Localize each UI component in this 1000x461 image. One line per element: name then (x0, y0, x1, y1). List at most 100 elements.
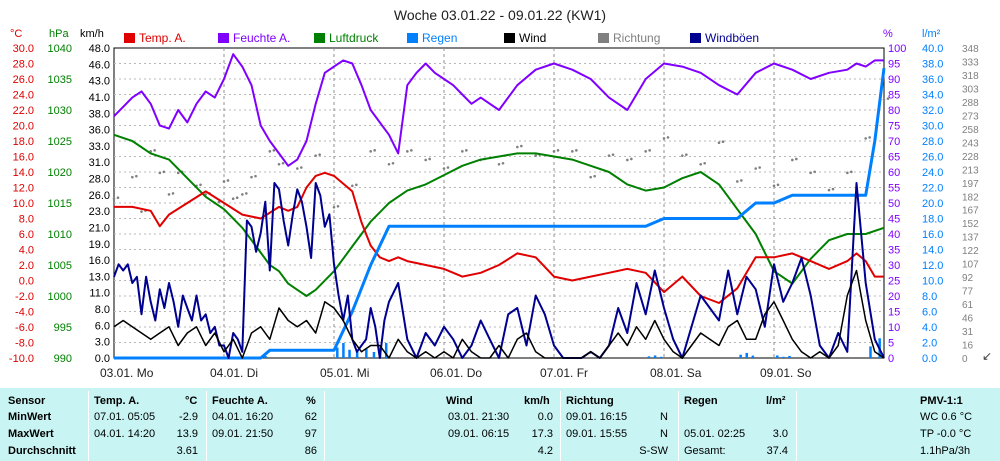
direction-point (461, 150, 464, 153)
y-tick-label-direction: 197 (962, 179, 979, 190)
max-rain-value: 3.0 (772, 428, 788, 440)
y-tick-label-direction: 107 (962, 260, 979, 271)
table-divider (324, 391, 325, 461)
legend-label: Luftdruck (329, 31, 379, 45)
legend-label: Richtung (613, 31, 660, 45)
direction-point (809, 171, 812, 175)
y-tick-label-rain: 16.0 (922, 229, 943, 241)
y-tick-label-rain: 18.0 (922, 214, 943, 226)
rain-bar (348, 349, 351, 358)
x-axis-ticks: 03.01. Mo 04.01. Di 05.01. Mi 06.01. Do 07.0… (100, 366, 812, 380)
direction-point (131, 175, 134, 179)
y-tick-label-wind: 13.0 (89, 271, 110, 283)
direction-point (699, 162, 702, 166)
direction-point (296, 167, 299, 170)
direction-point (158, 171, 162, 175)
direction-point (607, 154, 611, 157)
wind-direction-icon: ↙ (982, 349, 992, 363)
legend-label: Feuchte A. (233, 31, 290, 45)
y-tick-label-pressure: 990 (54, 353, 72, 365)
legend-swatch (218, 33, 229, 43)
direction-point (864, 137, 867, 140)
direction-point (217, 200, 221, 204)
y-tick-label-humidity: 85 (888, 90, 900, 102)
max-dir-value: N (660, 428, 668, 440)
direction-point (685, 153, 688, 156)
avg-hum-value: 86 (304, 445, 317, 457)
max-dir-time: 09.01. 15:55 (566, 428, 628, 440)
y-tick-label-temp: 20.0 (13, 121, 34, 133)
direction-point (135, 174, 138, 178)
direction-point (644, 150, 647, 153)
y-tick-label-wind: 23.0 (89, 206, 110, 218)
table-divider (678, 391, 679, 461)
legend: Temp. A. Feuchte A. Luftdruck Regen Wind Rich… (124, 31, 759, 45)
y-tick-label-pressure: 1015 (48, 198, 72, 210)
direction-point (666, 136, 670, 139)
legend-swatch (124, 33, 135, 43)
axis-unit-label: °C (10, 28, 22, 40)
direction-point (611, 153, 615, 156)
direction-point (116, 196, 120, 199)
y-tick-label-wind: 41.0 (89, 92, 110, 104)
y-tick-label-humidity: 65 (888, 152, 900, 164)
y-tick-label-wind: 6.0 (95, 320, 110, 332)
y-tick-label-wind: 3.0 (95, 337, 110, 349)
y-tick-label-wind: 26.0 (89, 190, 110, 202)
rain-bar (384, 343, 388, 358)
direction-point (336, 205, 340, 208)
header-rain: Regen (684, 395, 718, 407)
y-tick-label-humidity: 70 (888, 136, 900, 148)
direction-point (314, 154, 317, 157)
rain-bar (788, 355, 791, 358)
table-divider (796, 391, 797, 461)
y-tick-label-humidity: 25 (888, 276, 900, 288)
pmv-tp: TP -0.0 °C (920, 428, 972, 440)
y-tick-label-temp: 18.0 (13, 136, 34, 148)
y-tick-label-pressure: 1000 (48, 291, 72, 303)
direction-point (153, 149, 156, 152)
direction-point (369, 150, 372, 153)
y-tick-label-pressure: 1035 (48, 74, 72, 86)
y-tick-label-temp: 12.0 (13, 183, 34, 195)
min-wind-time: 03.01. 21:30 (448, 411, 510, 423)
direction-point (681, 154, 684, 157)
direction-point (176, 171, 180, 175)
direction-point (268, 150, 272, 153)
direction-point (300, 166, 303, 169)
row-max-label: MaxWert (8, 428, 54, 440)
rain-bar (739, 354, 742, 358)
pmv-pressure-trend: 1.1hPa/3h (920, 445, 971, 457)
header-temp-unit: °C (185, 395, 198, 407)
y-tick-label-humidity: 100 (888, 43, 906, 55)
series-wind-line (113, 269, 885, 359)
direction-point (846, 171, 849, 175)
direction-point (571, 150, 574, 153)
rain-bar (745, 352, 748, 358)
direction-point (167, 193, 171, 196)
series-regen-line (114, 68, 886, 360)
x-tick-label-day: 07.01. Fr (540, 366, 588, 380)
x-tick-label-day: 03.01. Mo (100, 366, 154, 380)
direction-point (813, 170, 816, 174)
min-temp-time: 07.01. 05:05 (94, 411, 156, 423)
header-wind: Wind (446, 395, 473, 407)
direction-point (703, 161, 706, 165)
max-wind-time: 09.01. 06:15 (448, 428, 510, 440)
rain-bar (336, 347, 339, 358)
legend-label: Windböen (705, 31, 759, 45)
direction-point (391, 161, 395, 165)
y-tick-label-rain: 8.0 (922, 291, 937, 303)
direction-point (626, 158, 629, 162)
series-temp-line (114, 171, 884, 304)
y-tick-label-direction: 16 (962, 341, 974, 352)
table-divider (206, 391, 207, 461)
y-tick-label-temp: 6.0 (19, 229, 34, 241)
series-feuchte-line (113, 53, 884, 167)
y-tick-label-temp: 24.0 (13, 90, 34, 102)
y-tick-label-temp: 30.0 (13, 43, 34, 55)
y-tick-label-temp: 2.0 (19, 260, 34, 272)
y-tick-label-rain: 38.0 (922, 59, 943, 71)
y-tick-label-wind: 21.0 (89, 222, 110, 234)
y-tick-label-rain: 40.0 (922, 43, 943, 55)
